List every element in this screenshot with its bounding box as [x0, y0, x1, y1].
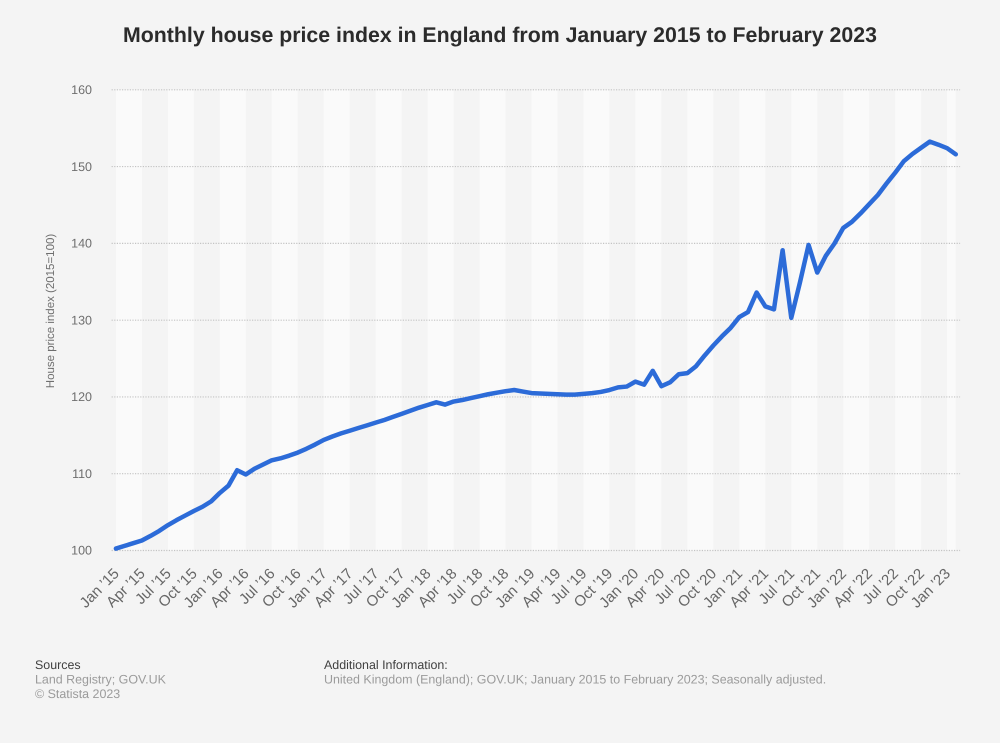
svg-text:140: 140	[71, 237, 92, 251]
svg-text:150: 150	[71, 160, 92, 174]
svg-text:110: 110	[72, 467, 92, 481]
svg-text:Sources: Sources	[35, 658, 81, 672]
svg-text:130: 130	[71, 313, 92, 327]
svg-text:© Statista 2023: © Statista 2023	[35, 687, 120, 701]
svg-text:100: 100	[71, 544, 92, 558]
svg-text:Monthly house price index in E: Monthly house price index in England fro…	[123, 23, 877, 47]
svg-text:Land Registry; GOV.UK: Land Registry; GOV.UK	[35, 673, 167, 687]
svg-text:Additional Information:: Additional Information:	[324, 658, 448, 672]
svg-text:160: 160	[71, 83, 92, 97]
svg-text:House price index (2015=100): House price index (2015=100)	[45, 234, 57, 389]
svg-text:120: 120	[71, 390, 92, 404]
svg-text:United Kingdom (England); GOV.: United Kingdom (England); GOV.UK; Januar…	[324, 673, 826, 687]
